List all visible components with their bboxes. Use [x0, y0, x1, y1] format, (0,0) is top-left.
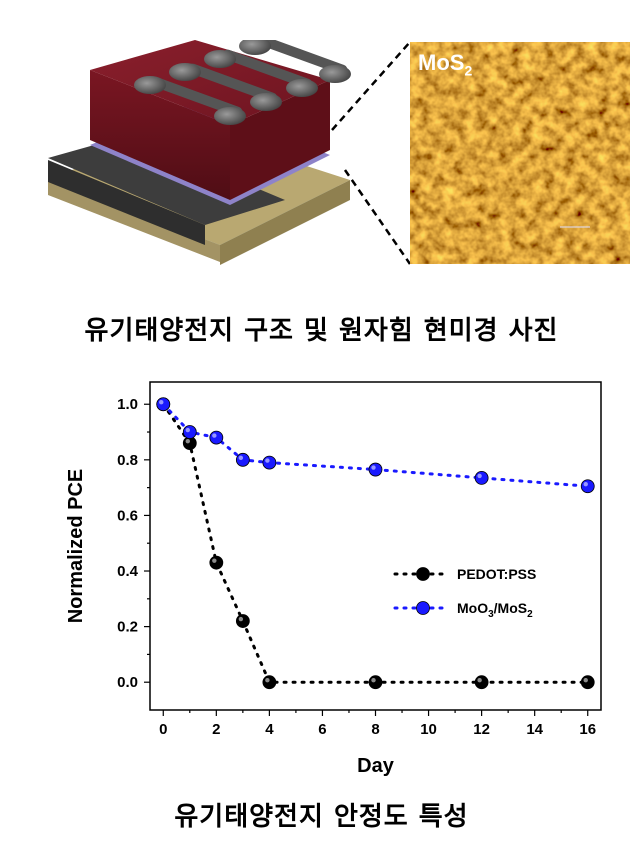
point-highlight — [238, 616, 244, 622]
data-point — [156, 397, 171, 412]
top-caption: 유기태양전지 구조 및 원자힘 현미경 사진 — [84, 316, 559, 346]
stability-chart: 0 2 4 6 8 10 12 14 16 0.0 0.2 0.4 0.6 0.8 1.0 PEDOT:PS… — [65, 381, 602, 777]
y-axis-title: Normalized PCE — [65, 469, 87, 623]
point-highlight — [265, 458, 270, 463]
y-tick-label: 0.0 — [117, 674, 138, 691]
legend-label: PEDOT:PSS — [457, 566, 536, 582]
afm-material-label: MoS2 — [418, 50, 473, 79]
device-illustration — [48, 40, 351, 265]
data-point — [580, 479, 595, 494]
bottom-caption: 유기태양전지 안정도 특성 — [174, 802, 469, 832]
data-point — [368, 675, 383, 690]
legend-label: MoO3/MoS2 — [457, 600, 533, 620]
dark-electrode — [48, 160, 205, 245]
series-0 — [156, 397, 595, 690]
point-highlight — [583, 482, 588, 487]
point-highlight — [371, 678, 376, 683]
y-tick-label: 0.4 — [117, 563, 139, 580]
active-layer-front — [90, 70, 230, 200]
x-tick-label: 2 — [212, 721, 220, 738]
y-tick-label: 1.0 — [117, 396, 138, 413]
data-point — [209, 555, 224, 570]
data-point — [580, 675, 595, 690]
point-highlight — [477, 473, 482, 479]
y-tick-label: 0.2 — [117, 619, 138, 636]
data-point — [235, 614, 250, 628]
x-tick-label: 10 — [420, 721, 437, 738]
x-tick-label: 14 — [526, 721, 543, 738]
data-point — [235, 452, 250, 467]
series-line — [161, 402, 590, 684]
x-tick-label: 6 — [318, 721, 326, 738]
data-point — [368, 462, 383, 477]
x-tick-label: 0 — [159, 721, 167, 738]
x-axis-title: Day — [357, 755, 395, 777]
point-highlight — [159, 400, 164, 405]
point-highlight — [238, 455, 244, 461]
legend-marker — [416, 601, 430, 615]
data-point — [182, 425, 197, 439]
point-highlight — [212, 433, 217, 438]
point-highlight — [265, 678, 270, 683]
y-tick-label: 0.6 — [117, 507, 138, 524]
data-point — [262, 455, 277, 470]
data-point — [262, 675, 277, 690]
x-tick-label: 12 — [473, 721, 490, 738]
point-highlight — [371, 465, 376, 470]
point-highlight — [583, 678, 588, 683]
legend-marker — [416, 567, 430, 581]
series-1 — [156, 397, 595, 494]
point-highlight — [185, 427, 190, 433]
afm-image — [410, 42, 630, 264]
point-highlight — [477, 678, 482, 683]
x-tick-label: 8 — [371, 721, 379, 738]
point-highlight — [212, 558, 217, 563]
data-point — [474, 470, 489, 485]
top-electrodes — [134, 40, 351, 125]
data-point — [209, 430, 224, 445]
active-layer-side — [230, 80, 330, 200]
y-tick-label: 0.8 — [117, 452, 138, 469]
x-tick-label: 16 — [579, 721, 596, 738]
point-highlight — [185, 438, 190, 444]
x-tick-label: 4 — [265, 721, 274, 738]
data-point — [474, 675, 489, 690]
